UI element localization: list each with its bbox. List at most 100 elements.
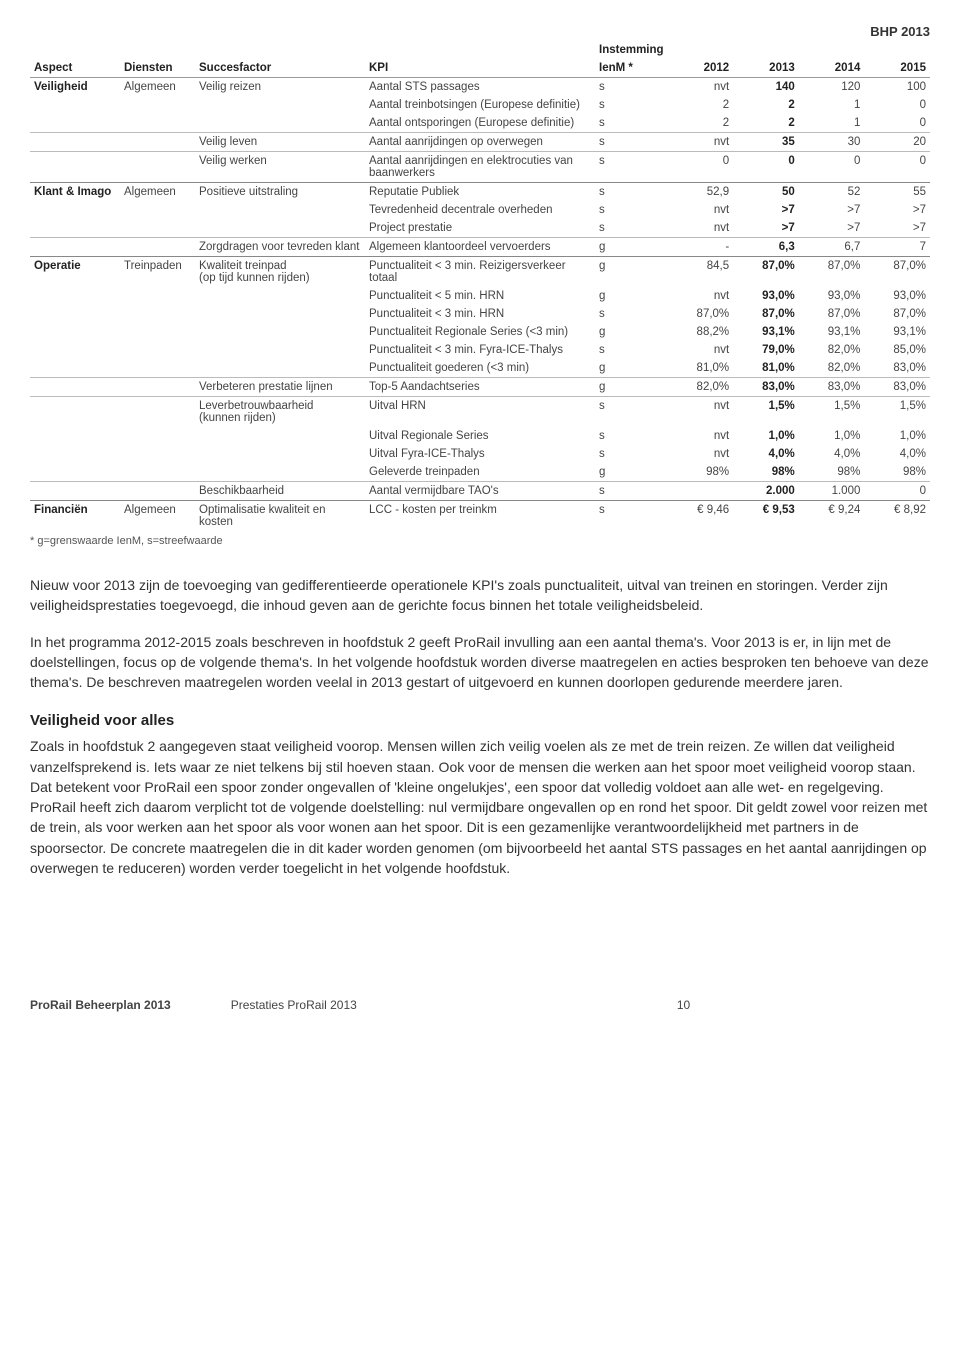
cell-value: >7 — [799, 201, 865, 219]
hdr-kpi: KPI — [365, 59, 595, 78]
section-heading: Veiligheid voor alles — [30, 710, 930, 732]
cell-value: 1,5% — [799, 397, 865, 428]
cell-value: 2 — [668, 96, 734, 114]
cell-aspect — [30, 152, 120, 183]
cell-diensten — [120, 152, 195, 183]
cell-kpi: Geleverde treinpaden — [365, 463, 595, 482]
cell-ienm: s — [595, 152, 668, 183]
cell-value: 98% — [799, 463, 865, 482]
cell-succesfactor — [195, 219, 365, 238]
cell-value: 1.000 — [799, 482, 865, 501]
cell-kpi: Project prestatie — [365, 219, 595, 238]
cell-aspect — [30, 378, 120, 397]
paragraph: In het programma 2012-2015 zoals beschre… — [30, 632, 930, 693]
cell-ienm: s — [595, 305, 668, 323]
cell-ienm: s — [595, 445, 668, 463]
cell-ienm: g — [595, 238, 668, 257]
cell-value: 2 — [668, 114, 734, 133]
cell-value: 1,5% — [733, 397, 799, 428]
cell-value: 0 — [864, 96, 930, 114]
cell-diensten — [120, 114, 195, 133]
cell-value: 98% — [864, 463, 930, 482]
cell-diensten — [120, 219, 195, 238]
cell-kpi: Punctualiteit Regionale Series (<3 min) — [365, 323, 595, 341]
table-row: Verbeteren prestatie lijnenTop-5 Aandach… — [30, 378, 930, 397]
cell-kpi: Aantal STS passages — [365, 78, 595, 97]
cell-value: 2.000 — [733, 482, 799, 501]
cell-value: 1 — [799, 96, 865, 114]
cell-kpi: LCC - kosten per treinkm — [365, 501, 595, 532]
cell-value: 87,0% — [864, 305, 930, 323]
cell-value — [668, 482, 734, 501]
cell-value: 83,0% — [733, 378, 799, 397]
table-body: VeiligheidAlgemeenVeilig reizenAantal ST… — [30, 78, 930, 532]
cell-value: 6,7 — [799, 238, 865, 257]
cell-aspect — [30, 305, 120, 323]
cell-value: 140 — [733, 78, 799, 97]
table-row: OperatieTreinpadenKwaliteit treinpad(op … — [30, 257, 930, 288]
cell-ienm: s — [595, 219, 668, 238]
cell-diensten — [120, 482, 195, 501]
cell-value: 83,0% — [864, 359, 930, 378]
cell-value: 0 — [733, 152, 799, 183]
cell-value: 87,0% — [799, 257, 865, 288]
cell-aspect — [30, 341, 120, 359]
cell-kpi: Punctualiteit < 5 min. HRN — [365, 287, 595, 305]
cell-succesfactor: Kwaliteit treinpad(op tijd kunnen rijden… — [195, 257, 365, 288]
kpi-table: Instemming Aspect Diensten Succesfactor … — [30, 41, 930, 531]
cell-value: € 9,53 — [733, 501, 799, 532]
table-row: Uitval Fyra-ICE-Thalyssnvt4,0%4,0%4,0% — [30, 445, 930, 463]
hdr-2012: 2012 — [668, 59, 734, 78]
cell-ienm: g — [595, 287, 668, 305]
cell-value: 81,0% — [668, 359, 734, 378]
table-head: Instemming Aspect Diensten Succesfactor … — [30, 41, 930, 78]
cell-diensten — [120, 445, 195, 463]
cell-aspect — [30, 397, 120, 428]
cell-ienm: g — [595, 378, 668, 397]
cell-value: 1,0% — [799, 427, 865, 445]
cell-ienm: g — [595, 257, 668, 288]
cell-value: 50 — [733, 183, 799, 202]
table-row: Aantal treinbotsingen (Europese definiti… — [30, 96, 930, 114]
hdr-instemming-top: Instemming — [595, 41, 668, 59]
cell-aspect — [30, 96, 120, 114]
cell-aspect — [30, 219, 120, 238]
cell-diensten — [120, 427, 195, 445]
cell-aspect — [30, 323, 120, 341]
cell-value: 1,0% — [864, 427, 930, 445]
cell-diensten — [120, 397, 195, 428]
cell-kpi: Algemeen klantoordeel vervoerders — [365, 238, 595, 257]
cell-value: 87,0% — [864, 257, 930, 288]
footer-left: ProRail Beheerplan 2013 — [30, 998, 171, 1012]
hdr-succesfactor: Succesfactor — [195, 59, 365, 78]
cell-succesfactor: Veilig leven — [195, 133, 365, 152]
cell-diensten — [120, 463, 195, 482]
cell-ienm: s — [595, 78, 668, 97]
table-row: Leverbetrouwbaarheid(kunnen rijden)Uitva… — [30, 397, 930, 428]
cell-aspect — [30, 201, 120, 219]
cell-succesfactor — [195, 96, 365, 114]
cell-aspect — [30, 482, 120, 501]
cell-value: 93,0% — [799, 287, 865, 305]
cell-kpi: Uitval HRN — [365, 397, 595, 428]
cell-succesfactor — [195, 359, 365, 378]
cell-value: 2 — [733, 114, 799, 133]
cell-value: nvt — [668, 427, 734, 445]
cell-value: nvt — [668, 445, 734, 463]
cell-aspect — [30, 463, 120, 482]
cell-aspect — [30, 359, 120, 378]
cell-value: 93,1% — [864, 323, 930, 341]
cell-value: 4,0% — [799, 445, 865, 463]
cell-diensten: Algemeen — [120, 501, 195, 532]
cell-value: € 9,46 — [668, 501, 734, 532]
cell-succesfactor: Beschikbaarheid — [195, 482, 365, 501]
hdr-2015: 2015 — [864, 59, 930, 78]
table-row: BeschikbaarheidAantal vermijdbare TAO'ss… — [30, 482, 930, 501]
table-legend: * g=grenswaarde IenM, s=streefwaarde — [30, 535, 930, 547]
cell-value: 52 — [799, 183, 865, 202]
cell-value: 82,0% — [799, 341, 865, 359]
cell-value: 7 — [864, 238, 930, 257]
cell-value: 82,0% — [799, 359, 865, 378]
cell-value: nvt — [668, 397, 734, 428]
cell-value: 1 — [799, 114, 865, 133]
